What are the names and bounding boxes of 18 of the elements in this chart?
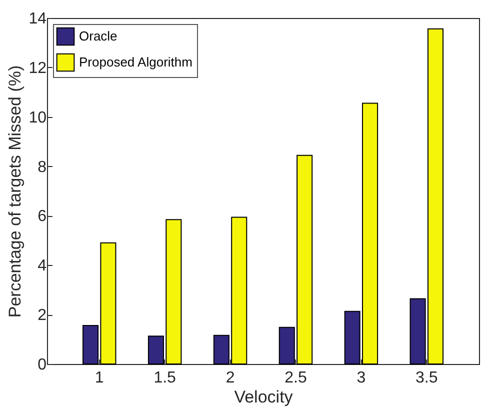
- y-tick-label: 0: [38, 356, 47, 374]
- y-tick-label: 10: [28, 109, 47, 126]
- y-tick-label: 8: [38, 158, 47, 176]
- x-tick-label: 3.5: [416, 370, 438, 386]
- y-tick-label: 2: [38, 307, 47, 324]
- x-tick-label: 1.5: [154, 370, 176, 386]
- x-tick-label: 1: [94, 370, 104, 386]
- x-axis-title: Velocity: [234, 388, 294, 406]
- y-axis-title: Percentage of targets Missed (%): [6, 65, 25, 318]
- legend-label: Oracle: [79, 28, 118, 44]
- x-tick-label: 2: [226, 370, 235, 386]
- y-tick-label: 14: [28, 10, 47, 28]
- x-tick-label: 3: [356, 370, 366, 386]
- y-tick-label: 4: [38, 258, 47, 275]
- legend-label: Proposed Algorithm: [79, 54, 192, 70]
- y-tick-label: 6: [38, 208, 47, 226]
- x-tick-label: 2.5: [284, 370, 307, 386]
- y-tick-label: 12: [28, 60, 47, 77]
